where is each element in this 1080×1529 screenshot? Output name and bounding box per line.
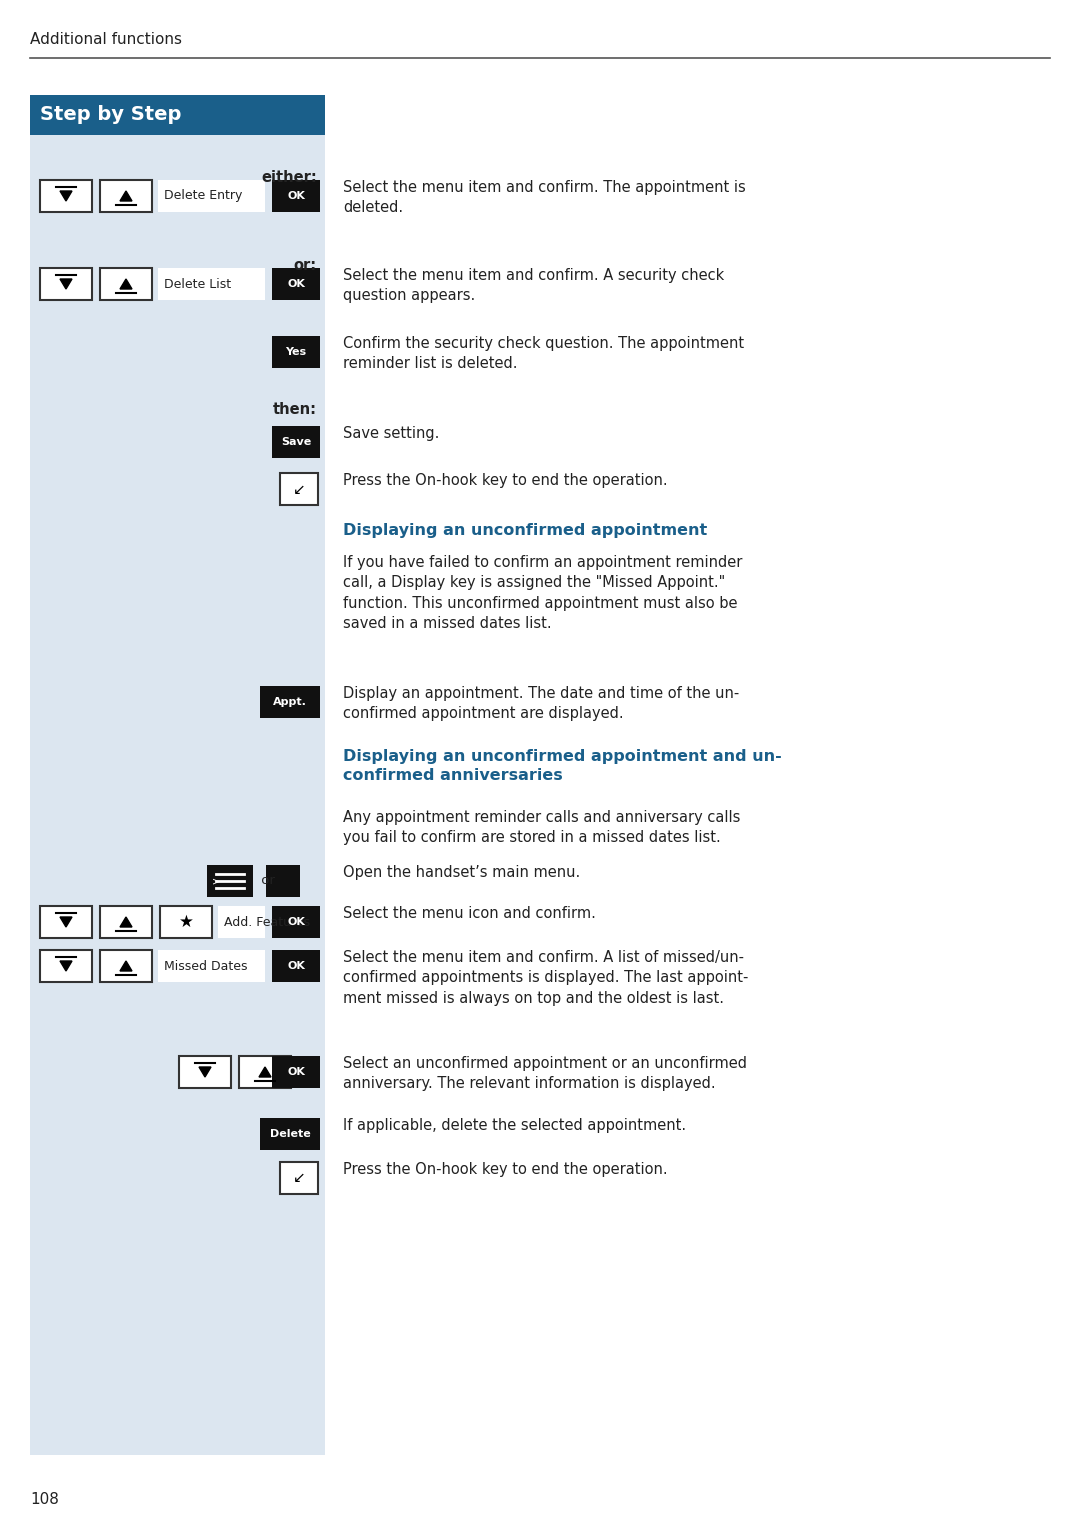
- Text: Additional functions: Additional functions: [30, 32, 183, 47]
- Bar: [158, 180, 265, 213]
- Polygon shape: [120, 278, 132, 289]
- Text: If you have failed to confirm an appointment reminder
call, a Display key is ass: If you have failed to confirm an appoint…: [343, 555, 742, 631]
- Text: or: or: [257, 875, 279, 887]
- Bar: [280, 472, 318, 505]
- Text: Select the menu item and confirm. A list of missed/un-
confirmed appointments is: Select the menu item and confirm. A list…: [343, 950, 748, 1006]
- Text: OK: OK: [287, 278, 305, 289]
- Text: OK: OK: [287, 917, 305, 927]
- Polygon shape: [199, 1067, 211, 1076]
- Text: Any appointment reminder calls and anniversary calls
you fail to confirm are sto: Any appointment reminder calls and anniv…: [343, 810, 741, 846]
- Text: Step by Step: Step by Step: [40, 106, 181, 124]
- Text: If applicable, delete the selected appointment.: If applicable, delete the selected appoi…: [343, 1118, 686, 1133]
- Text: Displaying an unconfirmed appointment and un-
confirmed anniversaries: Displaying an unconfirmed appointment an…: [343, 749, 782, 783]
- Text: 108: 108: [30, 1492, 59, 1508]
- Bar: [100, 950, 152, 982]
- Bar: [272, 427, 320, 459]
- Text: Display an appointment. The date and time of the un-
confirmed appointment are d: Display an appointment. The date and tim…: [343, 687, 739, 722]
- Text: or:: or:: [294, 257, 318, 272]
- Text: Displaying an unconfirmed appointment: Displaying an unconfirmed appointment: [343, 523, 707, 538]
- Text: ↙: ↙: [293, 1171, 306, 1185]
- Bar: [40, 907, 92, 937]
- Bar: [272, 907, 320, 937]
- Text: Select the menu item and confirm. The appointment is
deleted.: Select the menu item and confirm. The ap…: [343, 180, 746, 216]
- Bar: [260, 1118, 320, 1150]
- Bar: [40, 950, 92, 982]
- Bar: [260, 687, 320, 719]
- Polygon shape: [60, 278, 72, 289]
- Bar: [158, 950, 265, 982]
- Bar: [100, 268, 152, 300]
- Bar: [40, 180, 92, 213]
- Text: then:: then:: [273, 402, 318, 417]
- Text: Appt.: Appt.: [273, 697, 307, 706]
- Text: OK: OK: [287, 962, 305, 971]
- Polygon shape: [60, 191, 72, 200]
- Text: Press the On-hook key to end the operation.: Press the On-hook key to end the operati…: [343, 472, 667, 488]
- Text: Confirm the security check question. The appointment
reminder list is deleted.: Confirm the security check question. The…: [343, 336, 744, 372]
- Text: ↙: ↙: [293, 482, 306, 497]
- Text: Delete List: Delete List: [164, 277, 231, 291]
- Text: Delete: Delete: [270, 1128, 310, 1139]
- Bar: [30, 95, 325, 135]
- Bar: [207, 865, 253, 898]
- Text: Delete Entry: Delete Entry: [164, 190, 242, 202]
- Bar: [280, 1162, 318, 1194]
- Polygon shape: [259, 1067, 271, 1076]
- Bar: [158, 268, 265, 300]
- Bar: [272, 1057, 320, 1089]
- Bar: [239, 1057, 291, 1089]
- Bar: [40, 268, 92, 300]
- Bar: [272, 180, 320, 213]
- Text: Missed Dates: Missed Dates: [164, 960, 247, 972]
- Text: Save: Save: [281, 437, 311, 446]
- Bar: [272, 268, 320, 300]
- Bar: [179, 1057, 231, 1089]
- Bar: [160, 907, 212, 937]
- Text: >: >: [212, 876, 220, 885]
- Text: Select an unconfirmed appointment or an unconfirmed
anniversary. The relevant in: Select an unconfirmed appointment or an …: [343, 1057, 747, 1092]
- Bar: [100, 907, 152, 937]
- Text: Select the menu icon and confirm.: Select the menu icon and confirm.: [343, 907, 596, 920]
- Text: either:: either:: [261, 170, 318, 185]
- Text: Add. Features: Add. Features: [224, 916, 310, 928]
- Bar: [272, 336, 320, 368]
- Bar: [218, 907, 265, 937]
- Text: Press the On-hook key to end the operation.: Press the On-hook key to end the operati…: [343, 1162, 667, 1177]
- Polygon shape: [60, 962, 72, 971]
- Text: Select the menu item and confirm. A security check
question appears.: Select the menu item and confirm. A secu…: [343, 268, 725, 303]
- Text: Open the handset’s main menu.: Open the handset’s main menu.: [343, 865, 580, 881]
- Polygon shape: [120, 191, 132, 200]
- Bar: [272, 950, 320, 982]
- Text: Yes: Yes: [285, 347, 307, 356]
- Polygon shape: [120, 917, 132, 927]
- Polygon shape: [60, 917, 72, 927]
- Bar: [30, 135, 325, 1456]
- Bar: [100, 180, 152, 213]
- Text: ★: ★: [178, 913, 193, 931]
- Bar: [266, 865, 300, 898]
- Text: OK: OK: [287, 191, 305, 200]
- Text: Save setting.: Save setting.: [343, 427, 440, 440]
- Polygon shape: [120, 962, 132, 971]
- Text: OK: OK: [287, 1067, 305, 1076]
